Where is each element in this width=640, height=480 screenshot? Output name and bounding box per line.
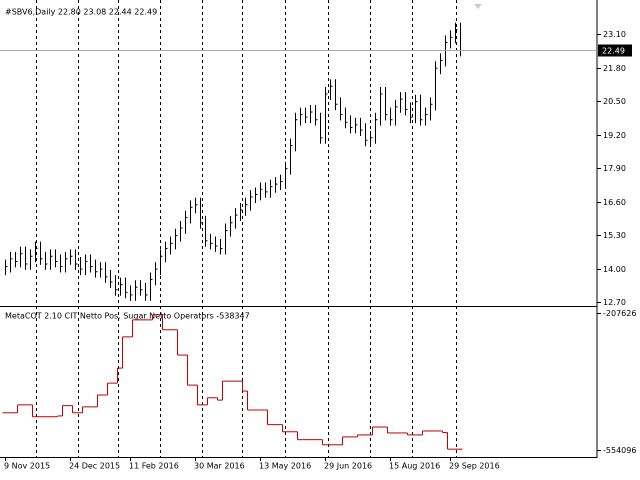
x-tick-label: 30 Mar 2016 (194, 462, 245, 471)
shift-marker (474, 4, 482, 9)
chart-title: #SBV6,Daily 22.80 23.08 22.44 22.49 (5, 8, 157, 17)
y-tick-label: 14.00 (603, 265, 626, 274)
y-tick-label: 23.10 (603, 30, 626, 39)
y-tick-label: 15.30 (603, 231, 626, 240)
x-tick-label: 29 Sep 2016 (449, 462, 500, 471)
y-tick-label: 17.90 (603, 164, 626, 173)
indicator-title: MetaCOT 2.10 CIT Netto Pos. Sugar Netto … (5, 312, 250, 321)
y-tick-label: 21.80 (603, 64, 626, 73)
y-tick-label: 12.70 (603, 298, 626, 307)
y-tick-label: -207626 (603, 309, 636, 318)
y-tick-label: -554096 (603, 446, 636, 455)
y-tick-label: 19.20 (603, 131, 626, 140)
last-price-box (598, 44, 632, 57)
y-tick-label: 20.50 (603, 97, 626, 106)
y-tick-label: 16.60 (603, 198, 626, 207)
x-tick-label: 24 Dec 2015 (69, 462, 120, 471)
x-tick-label: 9 Nov 2015 (4, 462, 50, 471)
last-price-label: 22.49 (602, 47, 625, 56)
x-tick-label: 29 Jun 2016 (324, 462, 372, 471)
x-tick-label: 13 May 2016 (259, 462, 311, 471)
x-tick-label: 11 Feb 2016 (129, 462, 179, 471)
x-tick-label: 15 Aug 2016 (389, 462, 440, 471)
